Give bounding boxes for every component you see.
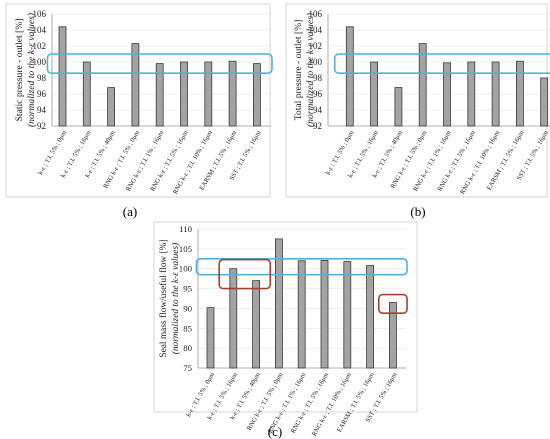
y-tick-label: 90 — [183, 303, 192, 313]
bar-5 — [443, 62, 451, 127]
y-tick-label: 100 — [309, 57, 323, 67]
bar-4 — [131, 43, 140, 127]
bar-1 — [206, 307, 215, 369]
highlight-box-1 — [333, 53, 550, 74]
bar-9 — [252, 63, 261, 127]
bar-2 — [82, 61, 91, 127]
y-tick-label: 80 — [183, 343, 192, 353]
bar-4 — [418, 43, 427, 127]
y-tick-label: 104 — [309, 25, 323, 35]
panel-b-caption: (b) — [410, 204, 425, 219]
y-tick-label: 96 — [313, 89, 323, 99]
bar-2 — [370, 61, 379, 127]
highlight-box-2 — [218, 258, 272, 290]
panel-a-caption: (a) — [123, 204, 137, 219]
y-tick-label: 104 — [33, 25, 47, 35]
bar-8 — [228, 60, 237, 127]
bar-8 — [366, 265, 375, 369]
panel-c-frame — [153, 221, 418, 413]
y-axis-subtitle: (normalized to the k-ε values) — [305, 13, 316, 127]
highlight-box-1 — [46, 53, 273, 75]
panel-c-caption: (c) — [268, 424, 282, 439]
y-tick-label: 106 — [309, 9, 323, 19]
bar-6 — [180, 61, 188, 127]
y-axis-title: Seal mass flow/useful flow [%] — [158, 239, 169, 357]
y-tick-label: 105 — [179, 244, 193, 254]
y-tick-label: 106 — [33, 9, 47, 19]
bar-3 — [107, 87, 115, 127]
bar-4 — [274, 238, 283, 369]
y-tick-label: 94 — [37, 105, 47, 115]
panel-b-frame — [285, 3, 548, 198]
y-tick-label: 92 — [313, 121, 322, 131]
y-tick-label: 102 — [33, 41, 47, 51]
highlight-box-1 — [195, 257, 408, 276]
y-tick-label: 95 — [183, 284, 192, 294]
bar-3 — [252, 280, 261, 369]
y-axis-subtitle: (normalized to the k-ε values) — [170, 243, 181, 354]
bar-7 — [491, 61, 500, 127]
bar-9 — [388, 302, 397, 369]
y-tick-label: 96 — [37, 89, 47, 99]
y-tick-label: 94 — [313, 105, 323, 115]
bar-9 — [540, 77, 549, 127]
bar-3 — [394, 87, 403, 127]
bar-5 — [155, 63, 164, 127]
bar-7 — [204, 61, 213, 127]
bar-6 — [467, 61, 476, 127]
bar-8 — [516, 60, 524, 127]
y-axis-subtitle: (normalized to the k-ε values) — [26, 13, 37, 127]
bar-7 — [343, 261, 352, 369]
y-tick-label: 75 — [183, 363, 192, 373]
y-tick-label: 102 — [309, 41, 323, 51]
bar-1 — [345, 26, 354, 127]
y-tick-label: 100 — [179, 264, 193, 274]
y-tick-label: 110 — [179, 224, 192, 234]
y-tick-label: 98 — [37, 73, 47, 83]
bar-2 — [229, 268, 238, 369]
y-tick-label: 98 — [313, 73, 323, 83]
bar-1 — [58, 26, 67, 127]
y-tick-label: 85 — [183, 323, 192, 333]
y-axis-title: Total pressure - outlet [%] — [293, 20, 304, 121]
y-tick-label: 100 — [33, 57, 47, 67]
bar-5 — [297, 260, 306, 369]
bar-6 — [320, 259, 329, 369]
y-tick-label: 92 — [37, 121, 46, 131]
y-axis-title: Static pressure - outlet [%] — [14, 19, 25, 122]
highlight-box-3 — [377, 293, 408, 314]
